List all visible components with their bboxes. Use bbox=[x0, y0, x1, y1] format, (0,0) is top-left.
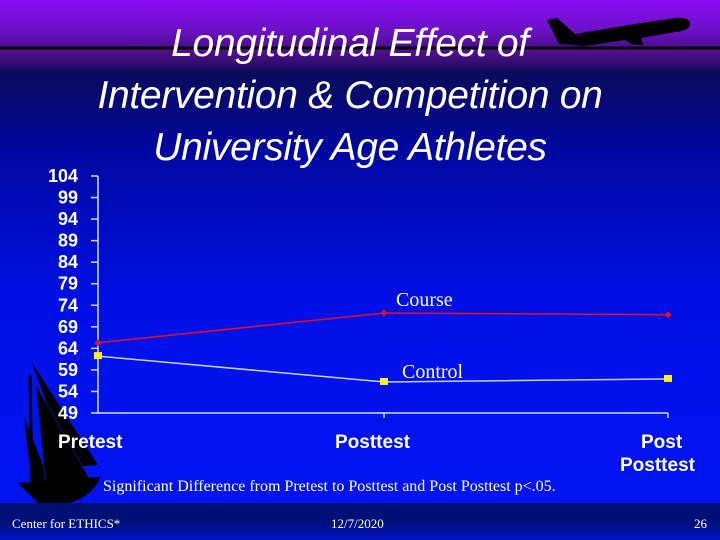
y-tick-label: 99 bbox=[58, 188, 78, 208]
y-tick-label: 74 bbox=[58, 295, 78, 315]
slide-number: 26 bbox=[694, 516, 707, 531]
y-tick-label: 94 bbox=[58, 209, 78, 229]
course-series-line bbox=[97, 312, 669, 344]
significance-note: Significant Difference from Pretest to P… bbox=[103, 478, 556, 495]
control-label: Control bbox=[402, 361, 464, 383]
y-tick-label: 69 bbox=[58, 317, 78, 337]
title-line-2: Intervention & Competition on bbox=[97, 74, 603, 117]
sailboat-icon bbox=[18, 363, 100, 505]
x-label-pretest: Pretest bbox=[58, 432, 123, 453]
y-tick-label: 104 bbox=[48, 166, 78, 186]
x-label-posttest: Posttest bbox=[335, 432, 411, 453]
control-markers bbox=[94, 352, 672, 385]
x-label-posttest-2: Posttest bbox=[620, 455, 696, 476]
y-tick-label: 64 bbox=[58, 338, 78, 358]
data-point-marker bbox=[380, 377, 388, 385]
y-tick-label: 89 bbox=[58, 231, 78, 251]
y-tick-label: 59 bbox=[58, 360, 78, 380]
data-point-marker bbox=[94, 352, 102, 360]
y-tick-label: 49 bbox=[58, 403, 78, 423]
data-point-marker bbox=[664, 311, 672, 319]
slide-title: Longitudinal Effect of Intervention & Co… bbox=[40, 18, 660, 174]
y-tick-label: 84 bbox=[58, 252, 78, 272]
x-label-post: Post bbox=[641, 432, 683, 453]
course-label: Course bbox=[396, 289, 453, 311]
title-line-3: University Age Athletes bbox=[153, 126, 547, 169]
data-point-marker bbox=[664, 374, 672, 382]
y-tick-label: 79 bbox=[58, 274, 78, 294]
data-point-marker bbox=[380, 309, 388, 317]
airplane-icon bbox=[547, 17, 691, 46]
footer-organization: Center for ETHICS* bbox=[12, 516, 121, 531]
title-line-1: Longitudinal Effect of bbox=[171, 22, 529, 65]
course-markers bbox=[94, 309, 672, 347]
footer: Center for ETHICS* 12/7/2020 26 bbox=[0, 503, 720, 540]
data-point-marker bbox=[94, 339, 102, 347]
y-tick-label: 54 bbox=[58, 381, 78, 401]
footer-date: 12/7/2020 bbox=[331, 516, 384, 531]
